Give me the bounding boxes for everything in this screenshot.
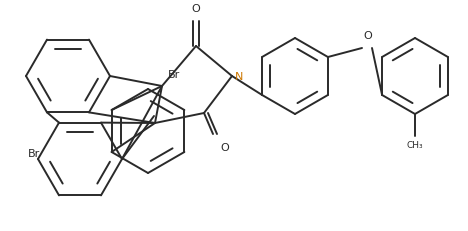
Text: N: N	[235, 72, 243, 82]
Text: O: O	[220, 142, 229, 152]
Text: Br: Br	[28, 148, 40, 158]
Text: Br: Br	[168, 70, 180, 80]
Text: CH₃: CH₃	[407, 140, 424, 149]
Text: O: O	[364, 31, 373, 41]
Text: O: O	[191, 4, 200, 14]
